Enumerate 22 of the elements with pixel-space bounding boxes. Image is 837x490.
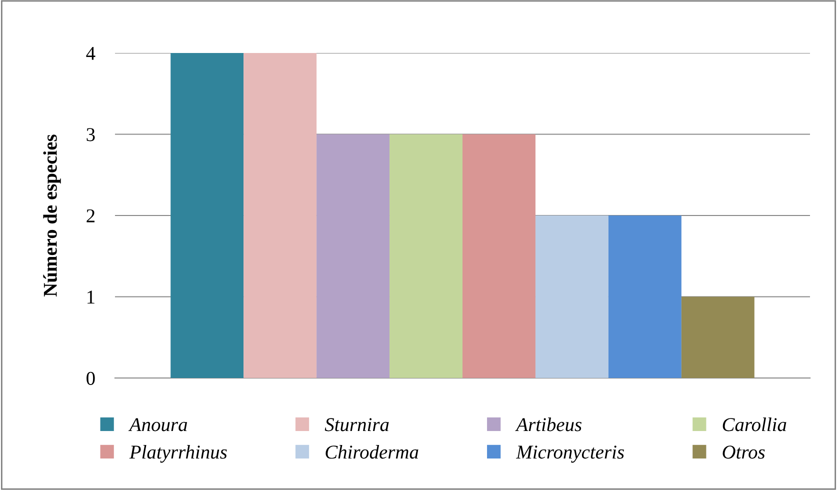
y-axis-title: Número de especies — [43, 134, 61, 296]
bar — [608, 216, 682, 378]
legend-label: Chiroderma — [326, 445, 418, 459]
legend-label: Anoura — [128, 418, 188, 432]
bar — [462, 134, 536, 378]
y-tick-label: 3 — [86, 128, 95, 142]
y-tick-label: 2 — [86, 209, 94, 222]
legend-label: Micronycteris — [516, 446, 624, 463]
legend-label: Sturnira — [324, 418, 389, 432]
legend-label: Otros — [722, 446, 765, 459]
bar — [170, 53, 244, 378]
legend-label: Artibeus — [515, 418, 582, 432]
legend-label: Platyrrhinus — [129, 445, 227, 463]
y-tick-label: 1 — [88, 290, 94, 304]
y-tick-label: 4 — [86, 46, 96, 60]
bar — [535, 216, 608, 378]
bar — [316, 134, 390, 378]
bar — [390, 134, 462, 378]
legend-label: Carollia — [722, 418, 786, 432]
y-tick-label: 0 — [86, 372, 95, 385]
bar — [244, 53, 317, 378]
bar — [681, 296, 754, 378]
